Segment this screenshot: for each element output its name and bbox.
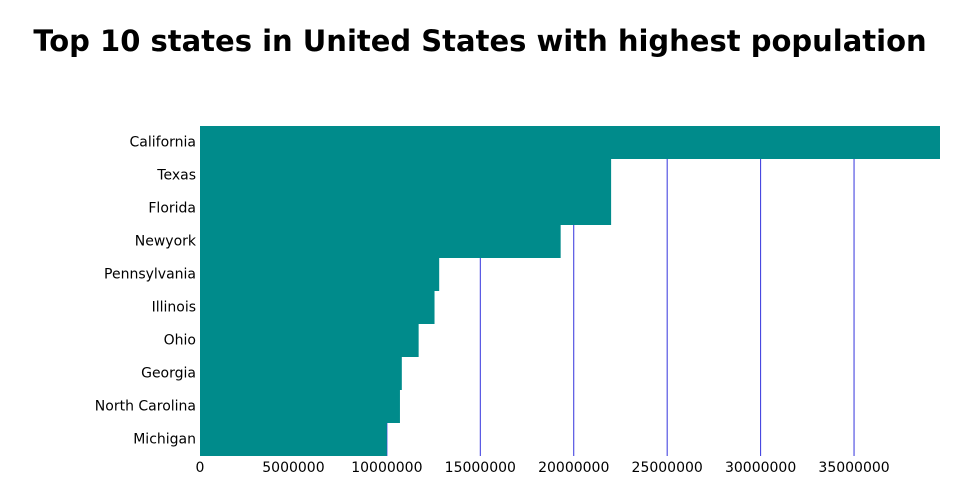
bar-ohio [200, 324, 419, 357]
category-label-california: California [130, 135, 196, 151]
category-label-georgia: Georgia [141, 366, 196, 382]
x-tick-label-6: 30000000 [725, 460, 796, 476]
bars [200, 126, 940, 456]
chart-title: Top 10 states in United States with high… [33, 24, 927, 58]
category-label-illinois: Illinois [152, 300, 196, 316]
bar-california [200, 126, 940, 159]
category-labels: California Texas Florida Newyork Pennsylvani… [95, 135, 197, 448]
x-tick-label-4: 20000000 [538, 460, 609, 476]
x-tick-label-2: 10000000 [351, 460, 422, 476]
bar-illinois [200, 291, 435, 324]
bar-florida [200, 192, 612, 225]
bar-pennsylvania [200, 258, 440, 291]
category-label-north-carolina: North Carolina [95, 399, 196, 415]
category-label-texas: Texas [156, 168, 196, 184]
x-tick-label-1: 5000000 [262, 460, 324, 476]
bar-michigan [200, 423, 387, 456]
x-tick-label-5: 25000000 [632, 460, 703, 476]
category-label-ohio: Ohio [164, 333, 196, 349]
bar-georgia [200, 357, 402, 390]
x-tick-label-7: 35000000 [818, 460, 889, 476]
x-axis-ticks: 0 5000000 10000000 15000000 20000000 25000000… [196, 460, 890, 476]
x-tick-label-0: 0 [196, 460, 205, 476]
category-label-newyork: Newyork [135, 234, 197, 250]
bar-north-carolina [200, 390, 400, 423]
x-tick-label-3: 15000000 [445, 460, 516, 476]
category-label-florida: Florida [148, 201, 196, 217]
bar-newyork [200, 225, 561, 258]
bar-texas [200, 159, 612, 192]
category-label-michigan: Michigan [133, 432, 196, 448]
category-label-pennsylvania: Pennsylvania [104, 267, 196, 283]
